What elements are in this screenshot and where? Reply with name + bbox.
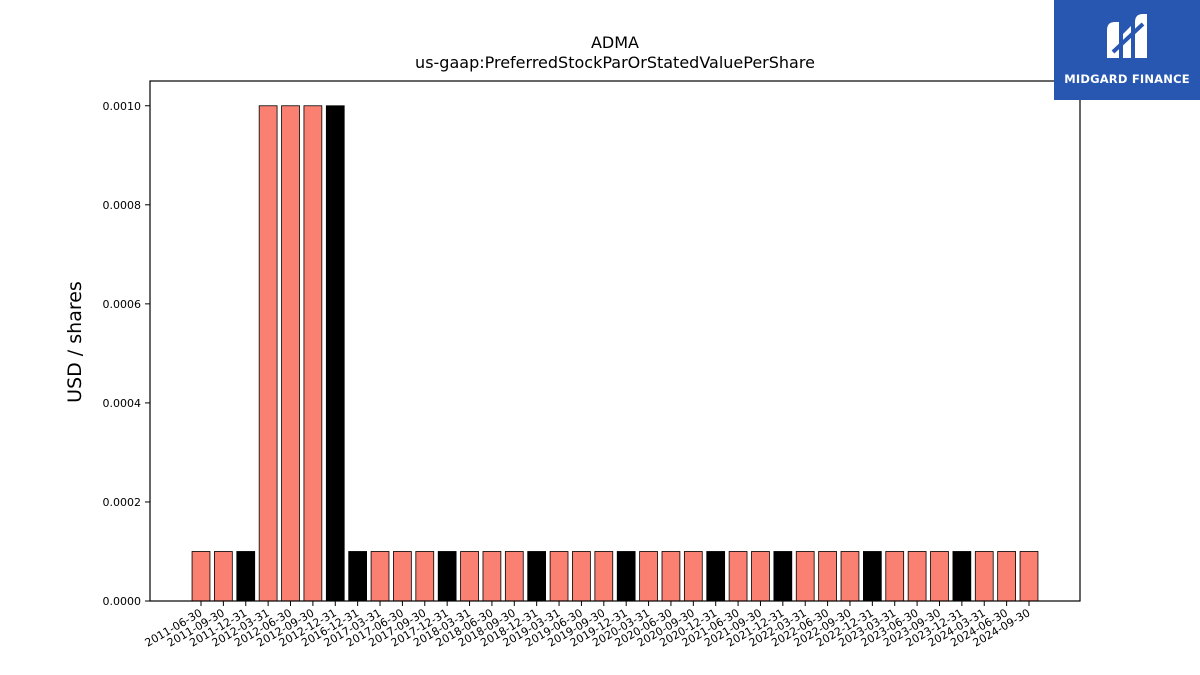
- bar-2012-09-30: [303, 105, 323, 602]
- plot-frame: [149, 80, 1081, 602]
- bar-2024-09-30: [1019, 551, 1039, 602]
- bar-2012-12-31: [325, 105, 345, 602]
- y-tick-label: 0.0004: [103, 397, 142, 410]
- bar-2019-06-30: [572, 551, 591, 602]
- bar-2020-06-30: [661, 551, 681, 602]
- y-tick-label: 0.0008: [103, 199, 142, 212]
- midgard-logo-icon: [1107, 14, 1147, 58]
- bar-2017-12-31: [437, 551, 457, 602]
- bar-2018-12-31: [527, 551, 547, 602]
- chart-title: ADMA: [591, 33, 639, 52]
- bar-2011-06-30: [191, 551, 211, 602]
- bar-2017-03-31: [370, 551, 390, 602]
- bar-2020-03-31: [639, 551, 658, 602]
- bar-2020-09-30: [683, 551, 703, 602]
- bar-2024-03-31: [974, 551, 994, 602]
- bar-2020-12-31: [706, 551, 726, 602]
- y-tick-label: 0.0000: [103, 595, 142, 608]
- bar-2016-12-31: [348, 551, 368, 602]
- y-tick-label: 0.0006: [103, 298, 142, 311]
- bar-2021-09-30: [751, 551, 770, 602]
- y-tick-label: 0.0010: [103, 100, 142, 113]
- bar-2019-03-31: [549, 551, 569, 602]
- bar-2022-09-30: [840, 551, 860, 602]
- bar-2011-09-30: [214, 551, 233, 602]
- bars-group: [191, 105, 1039, 602]
- bar-2023-09-30: [930, 551, 949, 602]
- bar-2019-12-31: [616, 551, 636, 602]
- y-ticks-group: 0.0000 0.0002 0.0004 0.0006 0.0008 0.0010: [103, 100, 150, 608]
- bar-2021-06-30: [728, 551, 748, 602]
- bar-2018-06-30: [482, 551, 502, 602]
- bar-2012-03-31: [258, 105, 278, 602]
- bar-2022-03-31: [795, 551, 815, 602]
- y-axis-label: USD / shares: [64, 281, 86, 403]
- bar-2012-06-30: [281, 105, 300, 602]
- bar-2023-12-31: [952, 551, 972, 602]
- bar-2022-06-30: [818, 551, 837, 602]
- bar-2017-06-30: [393, 551, 412, 602]
- bar-2021-12-31: [773, 551, 793, 602]
- y-tick-label: 0.0002: [103, 496, 142, 509]
- bar-2018-09-30: [504, 551, 524, 602]
- bar-2023-03-31: [885, 551, 905, 602]
- logo-text: MIDGARD FINANCE: [1064, 72, 1190, 86]
- x-ticks-group: 2011-06-302011-09-302011-12-312012-03-31…: [143, 601, 1033, 650]
- chart-subtitle: us-gaap:PreferredStockParOrStatedValuePe…: [415, 53, 815, 72]
- bar-2019-09-30: [594, 551, 614, 602]
- bar-2022-12-31: [863, 551, 882, 602]
- midgard-finance-logo: MIDGARD FINANCE: [1054, 0, 1200, 100]
- bar-2017-09-30: [415, 551, 435, 602]
- bar-2023-06-30: [907, 551, 927, 602]
- bar-2018-03-31: [460, 551, 479, 602]
- bar-2024-06-30: [997, 551, 1016, 602]
- bar-2011-12-31: [236, 551, 256, 602]
